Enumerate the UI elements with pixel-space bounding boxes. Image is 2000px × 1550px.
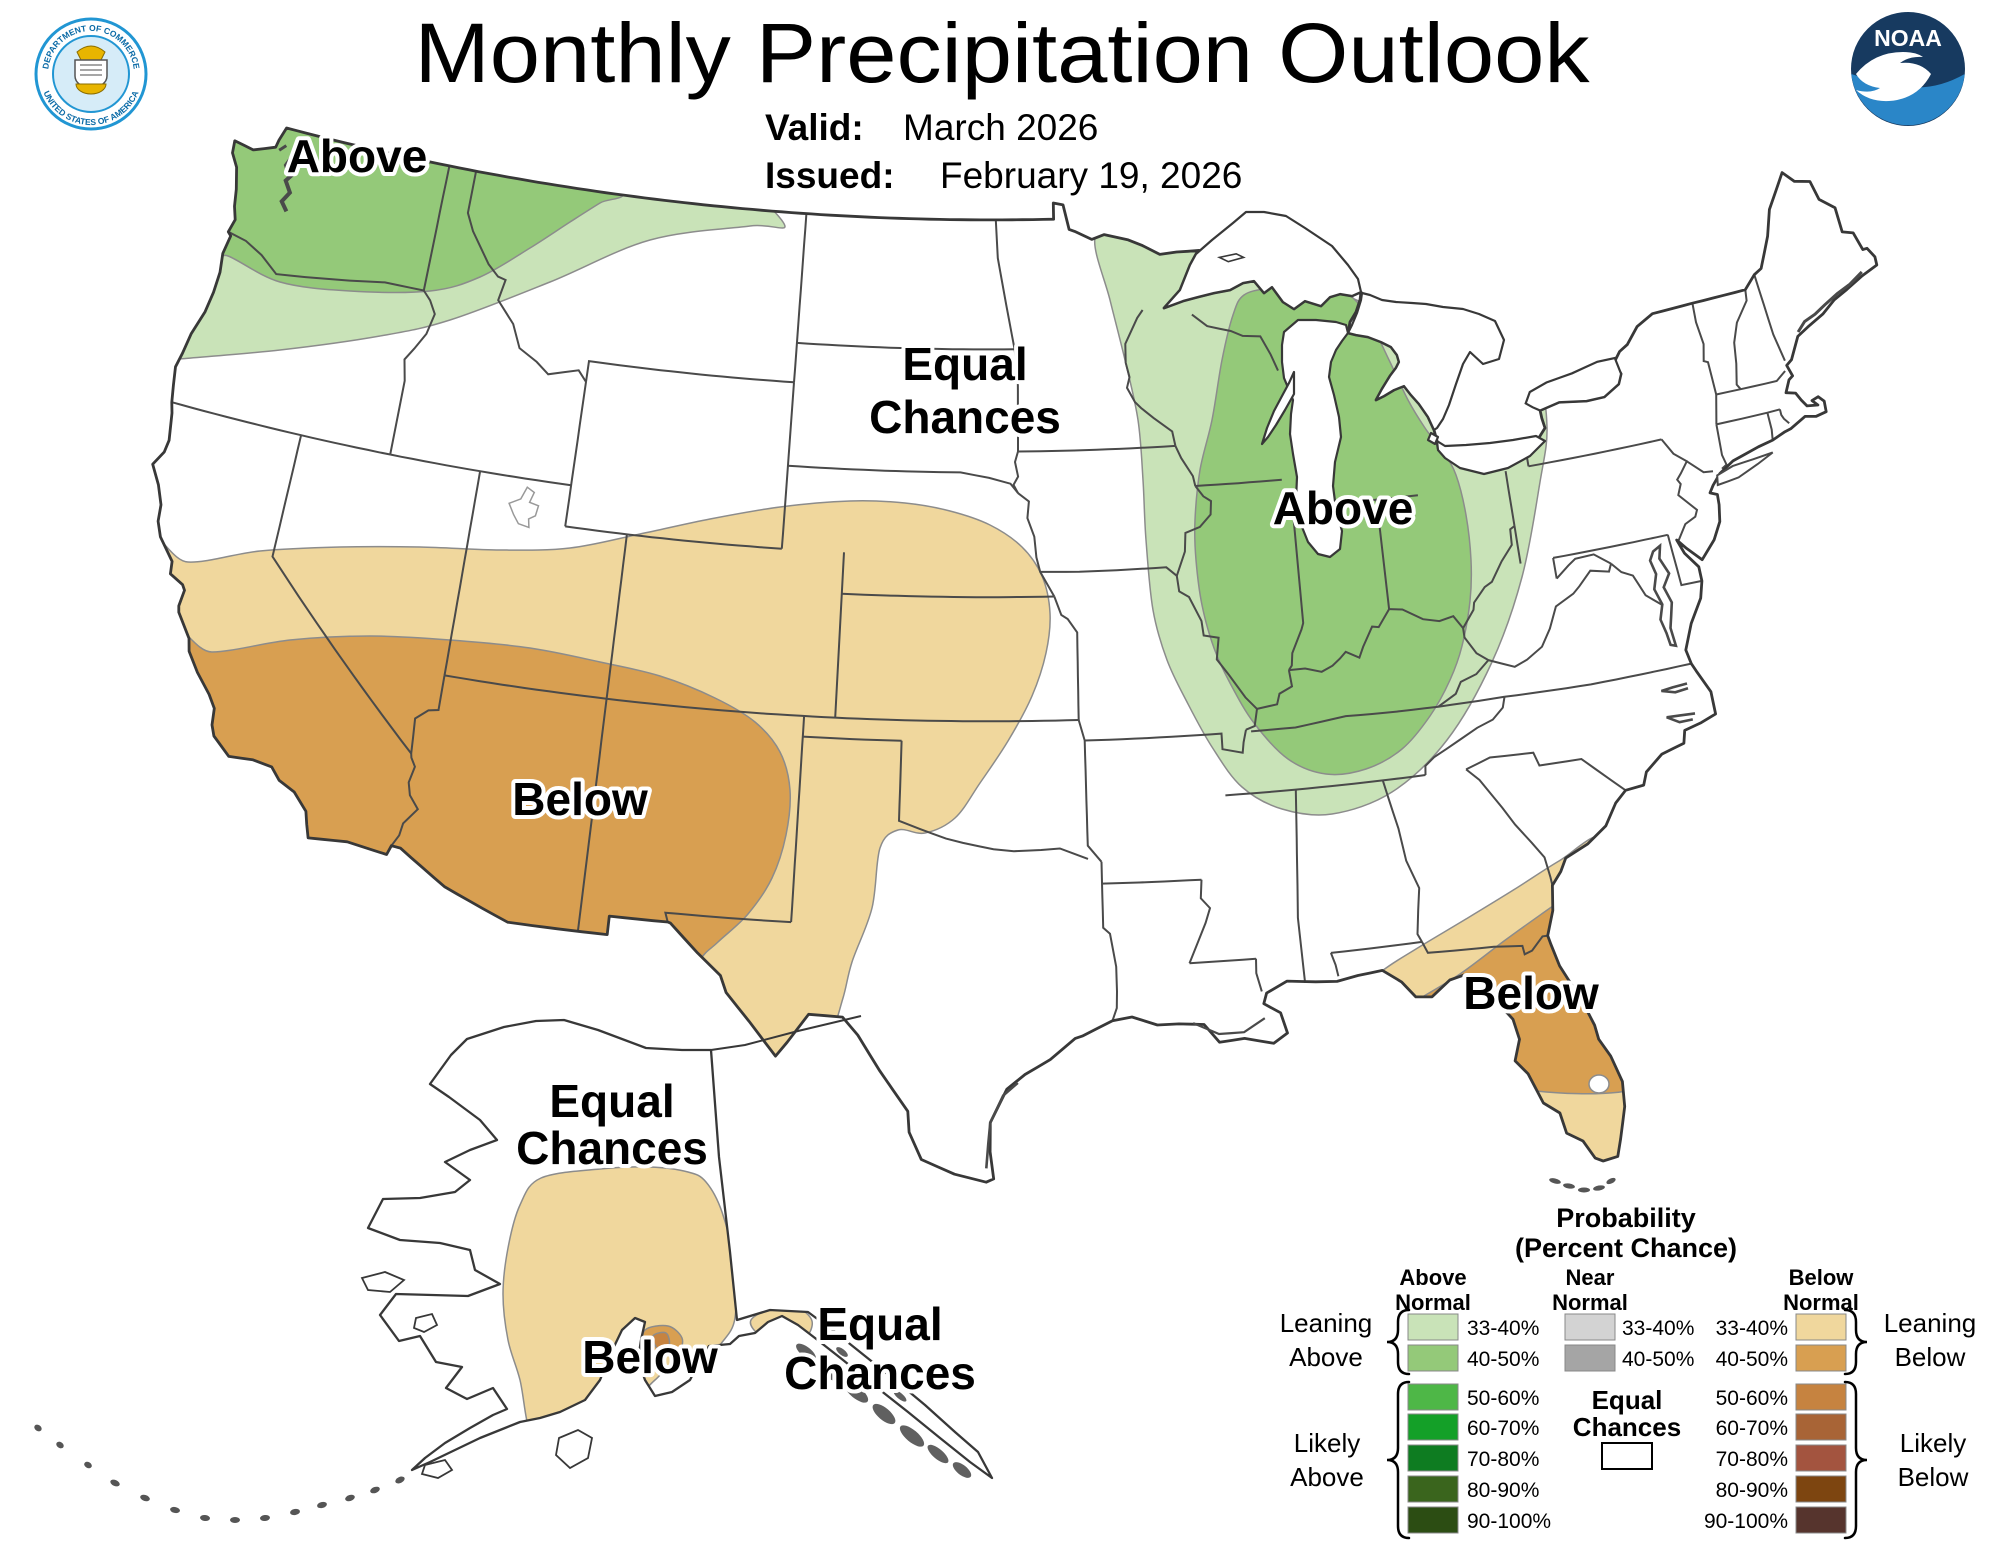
- svg-text:50-60%: 50-60%: [1716, 1387, 1788, 1410]
- svg-text:33-40%: 33-40%: [1622, 1317, 1694, 1340]
- svg-text:Chances: Chances: [516, 1122, 708, 1174]
- svg-text:Equal: Equal: [549, 1075, 674, 1127]
- svg-text:50-60%: 50-60%: [1467, 1387, 1539, 1410]
- svg-text:Leaning: Leaning: [1280, 1308, 1373, 1338]
- svg-text:Likely: Likely: [1294, 1428, 1360, 1458]
- svg-text:Equal: Equal: [817, 1298, 942, 1350]
- svg-text:70-80%: 70-80%: [1467, 1448, 1539, 1471]
- svg-text:Above: Above: [287, 130, 428, 182]
- svg-text:Above: Above: [1273, 482, 1414, 534]
- svg-text:40-50%: 40-50%: [1622, 1348, 1694, 1371]
- svg-text:Normal: Normal: [1552, 1290, 1628, 1315]
- svg-text:Leaning: Leaning: [1884, 1308, 1977, 1338]
- svg-text:Chances: Chances: [784, 1347, 976, 1399]
- svg-text:Likely: Likely: [1900, 1428, 1966, 1458]
- svg-text:40-50%: 40-50%: [1467, 1348, 1539, 1371]
- svg-text:90-100%: 90-100%: [1704, 1510, 1788, 1533]
- svg-text:Equal: Equal: [1592, 1385, 1663, 1415]
- svg-text:Monthly Precipitation Outlook: Monthly Precipitation Outlook: [415, 6, 1591, 100]
- svg-text:60-70%: 60-70%: [1467, 1417, 1539, 1440]
- svg-text:40-50%: 40-50%: [1716, 1348, 1788, 1371]
- svg-text:33-40%: 33-40%: [1716, 1317, 1788, 1340]
- svg-text:Probability: Probability: [1556, 1203, 1696, 1233]
- svg-text:Below: Below: [1895, 1342, 1966, 1372]
- svg-text:March 2026: March 2026: [903, 107, 1098, 148]
- svg-text:Above: Above: [1290, 1462, 1364, 1492]
- svg-text:Below: Below: [1789, 1265, 1855, 1290]
- svg-text:(Percent Chance): (Percent Chance): [1515, 1233, 1737, 1263]
- svg-text:February 19, 2026: February 19, 2026: [940, 155, 1242, 196]
- svg-text:Below: Below: [582, 1331, 718, 1383]
- svg-text:Equal: Equal: [902, 338, 1027, 390]
- svg-text:Valid:: Valid:: [765, 107, 864, 148]
- svg-text:Below: Below: [512, 773, 648, 825]
- svg-text:70-80%: 70-80%: [1716, 1448, 1788, 1471]
- svg-text:NOAA: NOAA: [1874, 25, 1942, 51]
- svg-text:Above: Above: [1399, 1265, 1466, 1290]
- svg-text:Near: Near: [1566, 1265, 1615, 1290]
- svg-text:Chances: Chances: [869, 391, 1061, 443]
- svg-text:Below: Below: [1898, 1462, 1969, 1492]
- svg-text:Below: Below: [1463, 967, 1599, 1019]
- svg-text:90-100%: 90-100%: [1467, 1510, 1551, 1533]
- svg-text:Above: Above: [1289, 1342, 1363, 1372]
- svg-text:33-40%: 33-40%: [1467, 1317, 1539, 1340]
- svg-text:80-90%: 80-90%: [1716, 1479, 1788, 1502]
- svg-text:60-70%: 60-70%: [1716, 1417, 1788, 1440]
- svg-text:80-90%: 80-90%: [1467, 1479, 1539, 1502]
- svg-text:Chances: Chances: [1573, 1412, 1681, 1442]
- svg-text:Issued:: Issued:: [765, 155, 895, 196]
